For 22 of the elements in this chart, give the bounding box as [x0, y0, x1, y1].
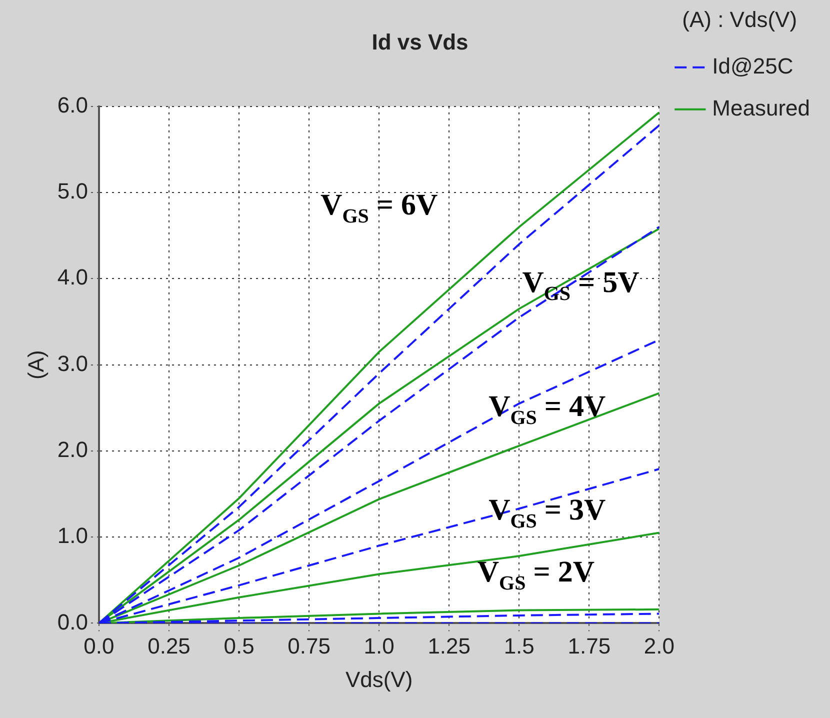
x-tick-label: 1.75	[568, 633, 611, 658]
x-tick-label: 1.25	[428, 633, 471, 658]
x-tick-label: 0.75	[288, 633, 330, 658]
chart-title: Id vs Vds	[372, 29, 468, 54]
y-tick-label: 0.0	[57, 609, 88, 634]
y-tick-label: 6.0	[57, 92, 88, 118]
x-tick-label: 2.0	[644, 633, 674, 658]
y-axis-title: (A)	[23, 350, 48, 380]
y-tick-label: 4.0	[57, 264, 88, 290]
x-tick-label: 0.5	[224, 633, 254, 658]
legend-label: Id@25C	[712, 53, 794, 78]
y-tick-label: 5.0	[57, 178, 88, 204]
legend-title: (A) : Vds(V)	[682, 7, 798, 32]
x-axis-title: Vds(V)	[345, 666, 413, 692]
x-tick-label: 1.0	[364, 633, 394, 658]
y-tick-label: 2.0	[57, 436, 88, 462]
y-tick-label: 3.0	[57, 350, 88, 376]
x-tick-label: 0.0	[84, 633, 114, 658]
x-tick-label: 0.25	[148, 633, 190, 658]
x-tick-label: 1.5	[504, 633, 534, 658]
y-tick-label: 1.0	[57, 523, 88, 548]
legend-label: Measured	[712, 95, 810, 120]
